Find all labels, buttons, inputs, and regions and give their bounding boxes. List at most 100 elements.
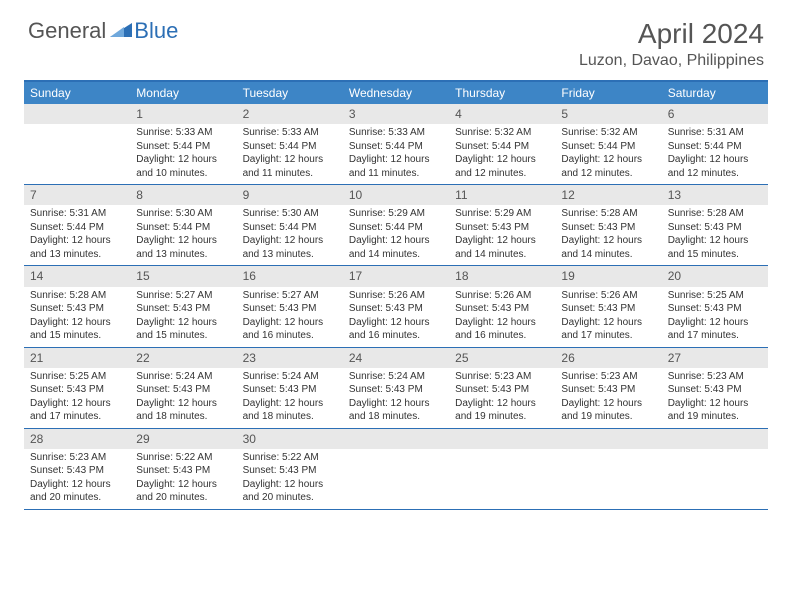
day-number: 24 bbox=[343, 348, 449, 368]
daylight-text: Daylight: 12 hours and 14 minutes. bbox=[349, 234, 443, 261]
sunrise-text: Sunrise: 5:26 AM bbox=[561, 289, 655, 303]
day-number bbox=[24, 104, 130, 124]
sunset-text: Sunset: 5:43 PM bbox=[136, 383, 230, 397]
day-cell bbox=[343, 429, 449, 509]
sunrise-text: Sunrise: 5:26 AM bbox=[349, 289, 443, 303]
sunrise-text: Sunrise: 5:31 AM bbox=[30, 207, 124, 221]
day-cell bbox=[662, 429, 768, 509]
day-cell: 22Sunrise: 5:24 AMSunset: 5:43 PMDayligh… bbox=[130, 348, 236, 428]
sunset-text: Sunset: 5:43 PM bbox=[349, 383, 443, 397]
daylight-text: Daylight: 12 hours and 17 minutes. bbox=[561, 316, 655, 343]
daylight-text: Daylight: 12 hours and 15 minutes. bbox=[30, 316, 124, 343]
week-row: 28Sunrise: 5:23 AMSunset: 5:43 PMDayligh… bbox=[24, 429, 768, 510]
day-cell bbox=[24, 104, 130, 184]
day-number: 11 bbox=[449, 185, 555, 205]
day-cell: 30Sunrise: 5:22 AMSunset: 5:43 PMDayligh… bbox=[237, 429, 343, 509]
day-number bbox=[662, 429, 768, 449]
daylight-text: Daylight: 12 hours and 19 minutes. bbox=[561, 397, 655, 424]
sunrise-text: Sunrise: 5:24 AM bbox=[349, 370, 443, 384]
daylight-text: Daylight: 12 hours and 20 minutes. bbox=[136, 478, 230, 505]
sunset-text: Sunset: 5:44 PM bbox=[349, 221, 443, 235]
daylight-text: Daylight: 12 hours and 12 minutes. bbox=[561, 153, 655, 180]
weekday-header: Thursday bbox=[449, 82, 555, 104]
sunrise-text: Sunrise: 5:29 AM bbox=[349, 207, 443, 221]
day-content: Sunrise: 5:22 AMSunset: 5:43 PMDaylight:… bbox=[130, 449, 236, 509]
day-cell: 10Sunrise: 5:29 AMSunset: 5:44 PMDayligh… bbox=[343, 185, 449, 265]
day-cell: 7Sunrise: 5:31 AMSunset: 5:44 PMDaylight… bbox=[24, 185, 130, 265]
day-number: 16 bbox=[237, 266, 343, 286]
sunrise-text: Sunrise: 5:33 AM bbox=[243, 126, 337, 140]
sunset-text: Sunset: 5:43 PM bbox=[30, 383, 124, 397]
daylight-text: Daylight: 12 hours and 16 minutes. bbox=[349, 316, 443, 343]
day-number: 25 bbox=[449, 348, 555, 368]
day-number bbox=[449, 429, 555, 449]
day-cell: 18Sunrise: 5:26 AMSunset: 5:43 PMDayligh… bbox=[449, 266, 555, 346]
logo-text-general: General bbox=[28, 18, 106, 44]
day-number: 29 bbox=[130, 429, 236, 449]
sunrise-text: Sunrise: 5:28 AM bbox=[30, 289, 124, 303]
day-number: 12 bbox=[555, 185, 661, 205]
day-content: Sunrise: 5:23 AMSunset: 5:43 PMDaylight:… bbox=[662, 368, 768, 428]
day-cell: 2Sunrise: 5:33 AMSunset: 5:44 PMDaylight… bbox=[237, 104, 343, 184]
daylight-text: Daylight: 12 hours and 17 minutes. bbox=[668, 316, 762, 343]
week-row: 1Sunrise: 5:33 AMSunset: 5:44 PMDaylight… bbox=[24, 104, 768, 185]
day-content: Sunrise: 5:23 AMSunset: 5:43 PMDaylight:… bbox=[24, 449, 130, 509]
day-cell: 19 Sunrise: 5:26 AMSunset: 5:43 PMDayligh… bbox=[555, 266, 661, 346]
sunset-text: Sunset: 5:43 PM bbox=[455, 302, 549, 316]
sunrise-text: Sunrise: 5:22 AM bbox=[243, 451, 337, 465]
day-cell: 16Sunrise: 5:27 AMSunset: 5:43 PMDayligh… bbox=[237, 266, 343, 346]
day-cell: 9Sunrise: 5:30 AMSunset: 5:44 PMDaylight… bbox=[237, 185, 343, 265]
sunset-text: Sunset: 5:43 PM bbox=[136, 464, 230, 478]
daylight-text: Daylight: 12 hours and 20 minutes. bbox=[30, 478, 124, 505]
sunset-text: Sunset: 5:44 PM bbox=[668, 140, 762, 154]
sunrise-text: Sunrise: 5:27 AM bbox=[243, 289, 337, 303]
sunset-text: Sunset: 5:43 PM bbox=[30, 302, 124, 316]
sunset-text: Sunset: 5:43 PM bbox=[561, 221, 655, 235]
day-cell: 12Sunrise: 5:28 AMSunset: 5:43 PMDayligh… bbox=[555, 185, 661, 265]
day-cell: 4Sunrise: 5:32 AMSunset: 5:44 PMDaylight… bbox=[449, 104, 555, 184]
day-content: Sunrise: 5:26 AMSunset: 5:43 PMDaylight:… bbox=[343, 287, 449, 347]
day-number: 19 bbox=[555, 266, 661, 286]
daylight-text: Daylight: 12 hours and 14 minutes. bbox=[455, 234, 549, 261]
sunset-text: Sunset: 5:43 PM bbox=[30, 464, 124, 478]
day-number: 17 bbox=[343, 266, 449, 286]
day-cell: 8Sunrise: 5:30 AMSunset: 5:44 PMDaylight… bbox=[130, 185, 236, 265]
day-cell: 25Sunrise: 5:23 AMSunset: 5:43 PMDayligh… bbox=[449, 348, 555, 428]
day-number: 27 bbox=[662, 348, 768, 368]
sunrise-text: Sunrise: 5:32 AM bbox=[455, 126, 549, 140]
day-content: Sunrise: 5:23 AMSunset: 5:43 PMDaylight:… bbox=[449, 368, 555, 428]
day-content: Sunrise: 5:26 AMSunset: 5:43 PMDaylight:… bbox=[449, 287, 555, 347]
day-number: 7 bbox=[24, 185, 130, 205]
week-row: 21Sunrise: 5:25 AMSunset: 5:43 PMDayligh… bbox=[24, 348, 768, 429]
day-number: 6 bbox=[662, 104, 768, 124]
daylight-text: Daylight: 12 hours and 13 minutes. bbox=[30, 234, 124, 261]
day-number: 26 bbox=[555, 348, 661, 368]
day-content: Sunrise: 5:33 AMSunset: 5:44 PMDaylight:… bbox=[343, 124, 449, 184]
location: Luzon, Davao, Philippines bbox=[579, 52, 764, 70]
sunset-text: Sunset: 5:43 PM bbox=[668, 383, 762, 397]
sunrise-text: Sunrise: 5:30 AM bbox=[136, 207, 230, 221]
day-cell: 26Sunrise: 5:23 AMSunset: 5:43 PMDayligh… bbox=[555, 348, 661, 428]
day-cell: 29Sunrise: 5:22 AMSunset: 5:43 PMDayligh… bbox=[130, 429, 236, 509]
day-number: 1 bbox=[130, 104, 236, 124]
sunrise-text: Sunrise: 5:33 AM bbox=[349, 126, 443, 140]
day-cell: 3Sunrise: 5:33 AMSunset: 5:44 PMDaylight… bbox=[343, 104, 449, 184]
daylight-text: Daylight: 12 hours and 13 minutes. bbox=[136, 234, 230, 261]
day-number: 3 bbox=[343, 104, 449, 124]
day-content: Sunrise: 5:28 AMSunset: 5:43 PMDaylight:… bbox=[24, 287, 130, 347]
sunrise-text: Sunrise: 5:25 AM bbox=[668, 289, 762, 303]
day-number: 9 bbox=[237, 185, 343, 205]
sunset-text: Sunset: 5:43 PM bbox=[455, 383, 549, 397]
logo: General Blue bbox=[28, 18, 178, 44]
calendar: Sunday Monday Tuesday Wednesday Thursday… bbox=[24, 80, 768, 510]
day-content: Sunrise: 5:28 AMSunset: 5:43 PMDaylight:… bbox=[555, 205, 661, 265]
sunset-text: Sunset: 5:43 PM bbox=[455, 221, 549, 235]
daylight-text: Daylight: 12 hours and 18 minutes. bbox=[349, 397, 443, 424]
day-cell: 1Sunrise: 5:33 AMSunset: 5:44 PMDaylight… bbox=[130, 104, 236, 184]
sunset-text: Sunset: 5:44 PM bbox=[136, 140, 230, 154]
sunrise-text: Sunrise: 5:22 AM bbox=[136, 451, 230, 465]
sunset-text: Sunset: 5:43 PM bbox=[561, 302, 655, 316]
daylight-text: Daylight: 12 hours and 10 minutes. bbox=[136, 153, 230, 180]
weekday-header: Tuesday bbox=[237, 82, 343, 104]
daylight-text: Daylight: 12 hours and 14 minutes. bbox=[561, 234, 655, 261]
